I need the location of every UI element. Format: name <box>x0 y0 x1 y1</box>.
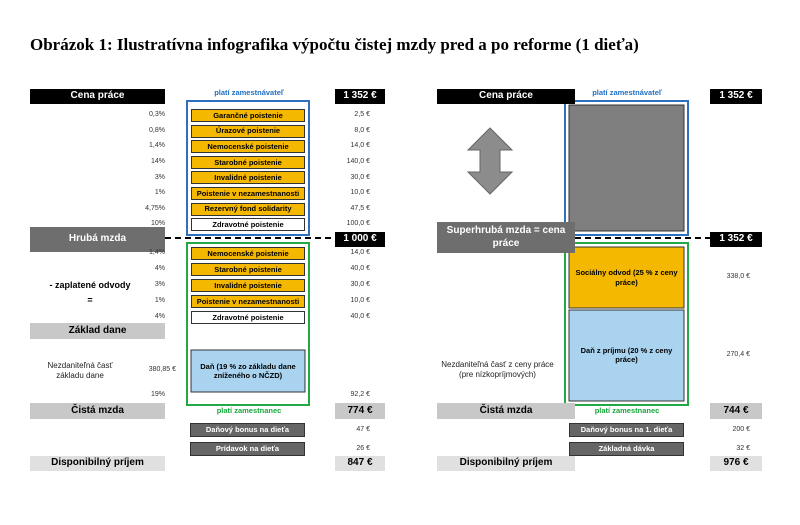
tax-box <box>190 349 306 393</box>
row-value: 774 € <box>335 403 385 419</box>
amount: 30,0 € <box>350 173 370 181</box>
contribution: Nemocenské poistenie <box>191 140 305 154</box>
amount: 47 € <box>356 425 370 433</box>
rate: 4% <box>154 265 165 273</box>
amount: 40,0 € <box>350 265 370 273</box>
benefit: Prídavok na dieťa <box>190 442 305 456</box>
note: = <box>87 294 93 305</box>
employer-frame <box>564 100 689 236</box>
rate: 3% <box>154 173 165 181</box>
amount: 26 € <box>356 444 370 452</box>
row-value: 1 352 € <box>335 89 385 104</box>
row-label: Cena práce <box>437 89 575 104</box>
labor-cost-block <box>568 104 685 232</box>
amount: 200 € <box>732 425 750 433</box>
rate: 0,8% <box>149 126 165 134</box>
payer-label: platí zamestnávateľ <box>592 88 662 98</box>
contribution: Úrazové poistenie <box>191 124 305 138</box>
amount: 10,0 € <box>350 189 370 197</box>
amount: 92,2 € <box>350 391 370 399</box>
benefit: Daňový bonus na 1. dieťa <box>569 423 684 437</box>
amount: 380,85 € <box>148 366 176 374</box>
row-label: Disponibilný príjem <box>437 456 575 471</box>
row-value: 976 € <box>710 456 762 471</box>
payer-label: platí zamestnanec <box>216 406 282 416</box>
contribution: Starobné poistenie <box>191 263 305 276</box>
row-label: Cena práce <box>30 89 165 104</box>
row-label: Disponibilný príjem <box>30 456 165 471</box>
row-label: Hrubá mzda <box>30 227 165 252</box>
row-value: 1 000 € <box>335 232 385 247</box>
note: Nezdaniteľná časť základu dane <box>47 361 113 380</box>
amount: 270,4 € <box>726 351 750 359</box>
rate: 1% <box>154 189 165 197</box>
amount: 10,0 € <box>350 297 370 305</box>
rate: 1,4% <box>149 249 165 257</box>
contribution: Poistenie v nezamestnanosti <box>191 295 305 308</box>
amount: 14,0 € <box>350 142 370 150</box>
amount: 338,0 € <box>726 273 750 281</box>
contribution: Nemocenské poistenie <box>191 247 305 260</box>
row-label: Čistá mzda <box>437 403 575 419</box>
amount: 32 € <box>736 444 750 452</box>
rate: 4,75% <box>145 204 165 212</box>
amount: 100,0 € <box>346 220 370 228</box>
tax-box <box>568 309 685 402</box>
benefit: Základná dávka <box>569 442 684 456</box>
row-value: 1 352 € <box>710 232 762 247</box>
amount: 2,5 € <box>354 111 370 119</box>
row-label: Základ dane <box>30 323 165 339</box>
contribution: Zdravotné poistenie <box>191 218 305 232</box>
contribution: Starobné poistenie <box>191 155 305 169</box>
amount: 8,0 € <box>354 126 370 134</box>
employee-frame <box>186 242 310 406</box>
rate: 10% <box>150 220 165 228</box>
amount: 47,5 € <box>350 204 370 212</box>
note: - zaplatené odvody <box>49 279 131 290</box>
row-value: 847 € <box>335 456 385 471</box>
rate: 19% <box>150 391 165 399</box>
contribution: Invalidné poistenie <box>191 171 305 185</box>
rate: 14% <box>150 157 165 165</box>
contribution: Rezervný fond solidarity <box>191 202 305 216</box>
rate: 1,4% <box>149 142 165 150</box>
row-label: Superhrubá mzda = cena práce <box>437 222 575 253</box>
contribution: Poistenie v nezamestnanosti <box>191 187 305 200</box>
amount: 14,0 € <box>350 249 370 257</box>
row-value: 744 € <box>710 403 762 419</box>
social-box <box>568 246 685 309</box>
amount: 40,0 € <box>350 313 370 321</box>
rate: 3% <box>154 281 165 289</box>
tax: Daň z príjmu (20 % z ceny práce) <box>580 345 673 364</box>
social: Sociálny odvod (25 % z ceny práce) <box>575 268 678 287</box>
rate: 0,3% <box>149 111 165 119</box>
contribution: Zdravotné poistenie <box>191 311 305 324</box>
payer-label: platí zamestnávateľ <box>214 88 284 98</box>
contribution: Garančné poistenie <box>191 109 305 122</box>
title: Obrázok 1: Ilustratívna infografika výpo… <box>30 35 639 55</box>
row-label: Čistá mzda <box>30 403 165 419</box>
amount: 140,0 € <box>346 157 370 165</box>
contribution: Invalidné poistenie <box>191 279 305 292</box>
payer-label: platí zamestnanec <box>594 406 660 416</box>
double-arrow <box>466 127 514 195</box>
rate: 1% <box>154 297 165 305</box>
row-value: 1 352 € <box>710 89 762 104</box>
amount: 30,0 € <box>350 281 370 289</box>
note: Nezdaniteľná časť z ceny práce (pre nízk… <box>441 360 554 379</box>
benefit: Daňový bonus na dieťa <box>190 423 305 437</box>
employee-frame <box>564 242 689 406</box>
employer-frame <box>186 100 310 236</box>
rate: 4% <box>154 313 165 321</box>
tax: Daň (19 % zo základu dane zníženého o NČ… <box>200 361 296 380</box>
